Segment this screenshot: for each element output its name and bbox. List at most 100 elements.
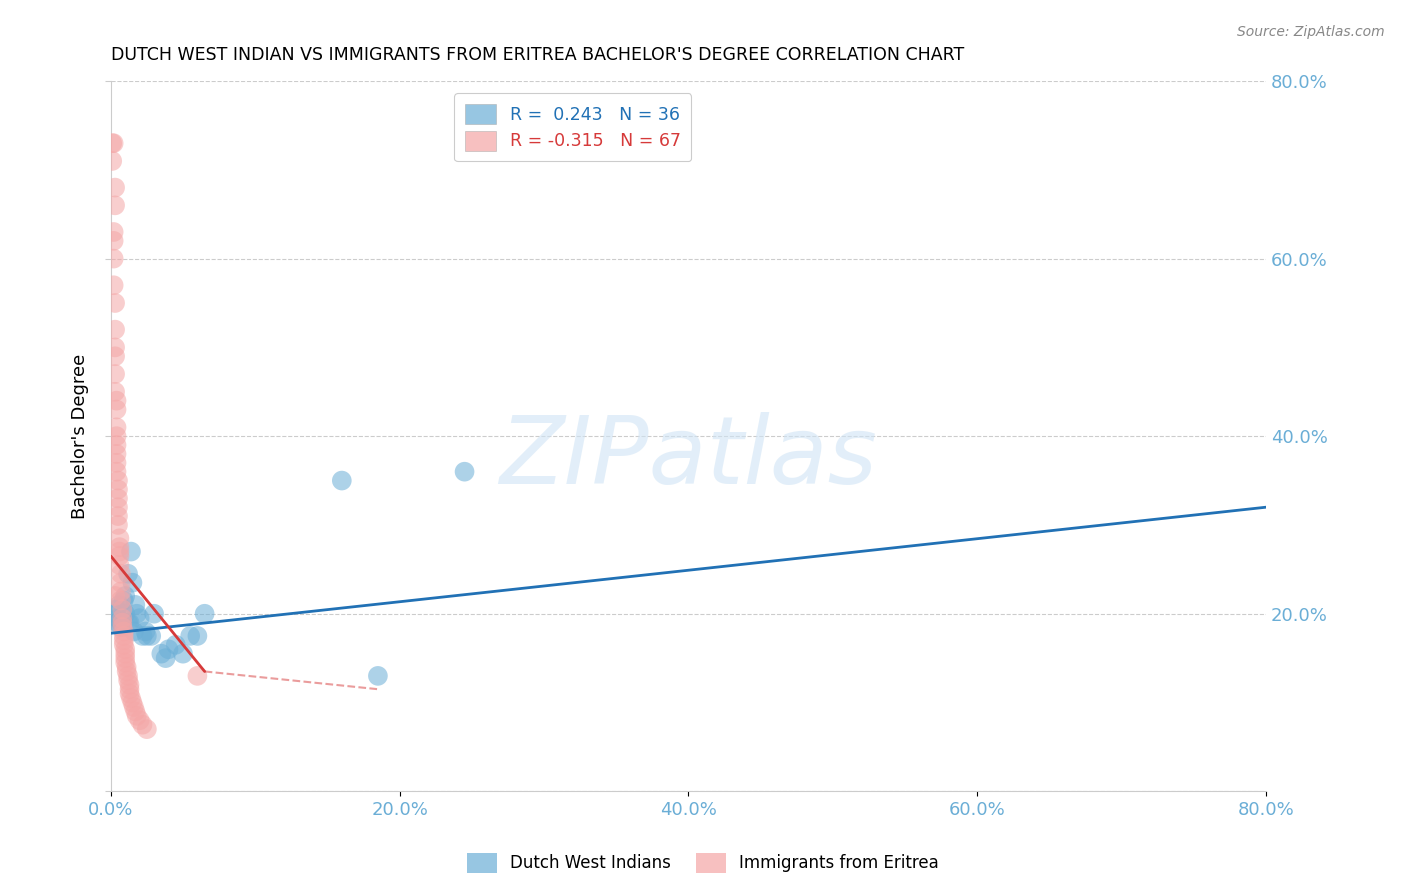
Point <box>114 656 136 670</box>
Point <box>107 509 129 524</box>
Point <box>112 633 135 648</box>
Point <box>186 629 208 643</box>
Point <box>117 673 139 688</box>
Point <box>121 696 143 710</box>
Point <box>110 575 132 590</box>
Point <box>105 393 128 408</box>
Point <box>172 647 194 661</box>
Point <box>131 717 153 731</box>
Point <box>104 367 127 381</box>
Point <box>110 593 132 607</box>
Point <box>128 611 150 625</box>
Point <box>104 607 127 621</box>
Point <box>155 651 177 665</box>
Legend: R =  0.243   N = 36, R = -0.315   N = 67: R = 0.243 N = 36, R = -0.315 N = 67 <box>454 94 692 161</box>
Point <box>122 700 145 714</box>
Point <box>179 629 201 643</box>
Point <box>134 624 156 639</box>
Point <box>107 500 129 515</box>
Point <box>453 465 475 479</box>
Point <box>111 611 134 625</box>
Point <box>104 340 127 354</box>
Point <box>108 598 131 612</box>
Point <box>107 474 129 488</box>
Point <box>118 615 141 630</box>
Point <box>104 349 127 363</box>
Point <box>105 447 128 461</box>
Point <box>112 624 135 639</box>
Point <box>112 629 135 643</box>
Point <box>103 278 125 293</box>
Point <box>115 660 138 674</box>
Point <box>105 402 128 417</box>
Point <box>104 180 127 194</box>
Point <box>108 558 131 572</box>
Point <box>107 491 129 506</box>
Point <box>108 531 131 545</box>
Point <box>111 611 134 625</box>
Point <box>105 465 128 479</box>
Point <box>103 234 125 248</box>
Point <box>105 602 128 616</box>
Point <box>104 198 127 212</box>
Point <box>165 638 187 652</box>
Point <box>101 136 124 151</box>
Point <box>131 629 153 643</box>
Point <box>104 323 127 337</box>
Point <box>135 629 157 643</box>
Text: DUTCH WEST INDIAN VS IMMIGRANTS FROM ERITREA BACHELOR'S DEGREE CORRELATION CHART: DUTCH WEST INDIAN VS IMMIGRANTS FROM ERI… <box>111 46 965 64</box>
Point <box>103 252 125 266</box>
Point <box>186 669 208 683</box>
Point <box>117 615 139 630</box>
Point <box>105 420 128 434</box>
Point <box>103 136 125 151</box>
Point <box>114 642 136 657</box>
Point <box>117 566 139 581</box>
Point <box>115 665 138 679</box>
Point <box>125 607 148 621</box>
Point <box>105 456 128 470</box>
Point <box>104 384 127 399</box>
Point <box>117 669 139 683</box>
Point <box>108 549 131 563</box>
Point <box>122 624 145 639</box>
Point <box>112 638 135 652</box>
Point <box>101 153 124 168</box>
Point <box>104 589 127 603</box>
Point <box>107 615 129 630</box>
Point <box>118 678 141 692</box>
Point <box>118 687 141 701</box>
Point <box>330 474 353 488</box>
Point <box>111 615 134 630</box>
Y-axis label: Bachelor's Degree: Bachelor's Degree <box>72 353 89 519</box>
Point <box>110 620 132 634</box>
Point <box>121 575 143 590</box>
Point <box>103 225 125 239</box>
Point <box>150 647 173 661</box>
Point <box>107 483 129 497</box>
Point <box>114 647 136 661</box>
Point <box>118 682 141 697</box>
Point <box>141 629 163 643</box>
Point <box>107 518 129 533</box>
Point <box>114 589 136 603</box>
Point <box>114 651 136 665</box>
Point <box>135 722 157 736</box>
Point <box>110 584 132 599</box>
Point <box>128 713 150 727</box>
Point <box>107 611 129 625</box>
Point <box>125 709 148 723</box>
Legend: Dutch West Indians, Immigrants from Eritrea: Dutch West Indians, Immigrants from Erit… <box>460 847 946 880</box>
Point <box>112 593 135 607</box>
Point <box>157 642 180 657</box>
Point <box>143 607 166 621</box>
Point <box>367 669 389 683</box>
Point <box>105 429 128 443</box>
Point <box>194 607 217 621</box>
Point <box>108 544 131 558</box>
Text: Source: ZipAtlas.com: Source: ZipAtlas.com <box>1237 25 1385 39</box>
Point <box>105 438 128 452</box>
Point <box>111 602 134 616</box>
Point <box>104 296 127 310</box>
Point <box>114 607 136 621</box>
